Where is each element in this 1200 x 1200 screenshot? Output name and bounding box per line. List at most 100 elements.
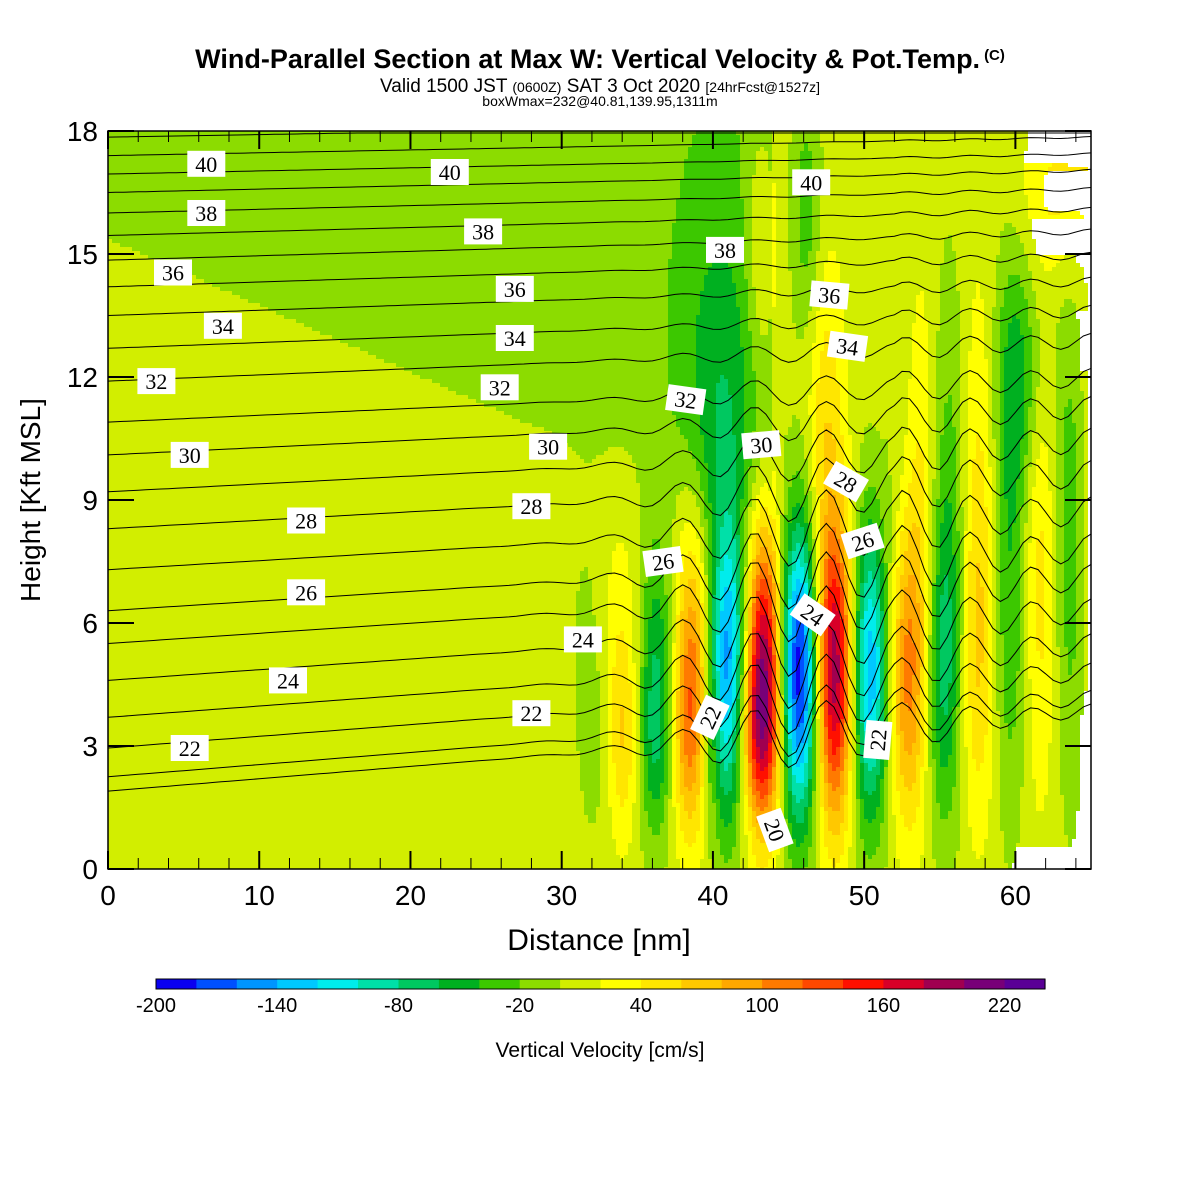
isentrope-9 [107,426,1092,493]
contour-label-text: 30 [537,435,559,460]
contour-label-38: 38 [464,218,503,245]
colorbar-tick-label: -140 [257,995,297,1017]
contour-label-text: 32 [673,386,698,414]
contour-label-text: 40 [195,152,217,177]
colorbar-swatch [277,979,319,989]
contour-label-text: 36 [504,277,526,302]
colorbar-swatch [398,979,440,989]
contour-label-text: 36 [162,261,184,286]
contour-label-24: 24 [269,667,307,694]
contour-label-40: 40 [792,169,831,196]
contour-label-38: 38 [706,236,744,263]
colorbar-swatch [681,979,723,989]
colorbar-swatch [883,979,925,989]
contour-label-text: 34 [504,326,526,351]
x-tick-label: 20 [395,880,426,911]
colorbar-label: Vertical Velocity [cm/s] [496,1039,705,1062]
y-tick-label: 3 [82,731,98,762]
contour-label-text: 26 [650,548,675,576]
colorbar: -200 -140 -80 -20 40 100 160 220 [136,978,1046,1017]
contour-label-40: 40 [430,159,469,185]
contour-label-text: 34 [212,314,234,339]
contour-label-text: 38 [472,219,494,244]
valid-time-line: Valid 1500 JST (0600Z) SAT 3 Oct 2020 [2… [0,76,1200,98]
colorbar-swatch [196,979,238,989]
colorbar-swatch [640,979,682,989]
colorbar-swatch [438,979,480,989]
isentrope-21 [107,136,1092,157]
isentrope-19 [107,168,1092,193]
colorbar-swatch [964,979,1006,989]
colorbar-tick-label: 160 [867,995,900,1017]
isentrope-18 [107,187,1092,214]
isentrope-20 [107,152,1092,175]
contour-label-text: 22 [520,701,542,726]
y-tick-label: 12 [67,362,98,393]
contour-label-24: 24 [563,626,602,653]
contour-label-36: 36 [495,275,534,302]
isentrope-17 [107,206,1092,236]
colorbar-swatch [802,979,844,989]
contour-label-text: 28 [295,509,317,534]
isentrope-10 [107,396,1092,456]
contour-label-40: 40 [187,150,226,177]
contour-label-32: 32 [137,368,176,395]
contour-label-30: 30 [741,430,782,460]
isentrope-3 [107,621,1092,718]
contour-label-text: 22 [865,728,892,752]
colorbar-tick-label: -200 [136,995,176,1017]
colorbar-swatch [600,979,642,989]
contour-label-text: 24 [572,627,594,652]
colorbar-frame [155,978,1046,990]
valid-utc: (0600Z) [512,79,562,95]
contour-label-36: 36 [154,259,192,286]
colorbar-swatch [923,979,965,989]
x-tick-label: 50 [849,880,880,911]
isentrope-11 [107,367,1092,423]
chart-title-text: Wind-Parallel Section at Max W: Vertical… [195,44,981,74]
y-tick-label: 9 [82,485,98,516]
valid-date: SAT 3 Oct 2020 [566,76,701,97]
x-tick-label: 60 [1000,880,1031,911]
contour-label-22: 22 [170,735,209,761]
isentrope-15 [107,251,1092,288]
colorbar-tick-label: -20 [505,995,534,1017]
isentrope-0 [107,699,1092,792]
contour-labels: 40 40 40 38 38 38 36 36 36 34 34 34 32 32 32 30 30 30 28 28… [137,150,893,853]
box-wmax-line: boxWmax=232@40.81,139.95,1311m [482,93,718,109]
y-tick-label: 18 [67,116,98,147]
contour-label-34: 34 [826,330,869,362]
valid-prefix: Valid 1500 JST [379,76,508,97]
contour-label-22: 22 [512,700,551,727]
contour-label-text: 38 [714,238,736,263]
potential-temperature-contours [107,132,1092,792]
contour-label-text: 40 [439,160,461,185]
contour-label-26: 26 [642,545,684,578]
x-tick-label: 10 [244,880,275,911]
forecast-time: [24hrFcst@1527z] [705,79,821,95]
chart-title: Wind-Parallel Section at Max W: Vertical… [0,44,1200,75]
isentrope-8 [107,456,1092,530]
x-tick-label: 40 [697,880,728,911]
contour-label-text: 28 [520,494,542,519]
isentrope-1 [107,684,1092,778]
colorbar-swatch [317,979,359,989]
contour-label-28: 28 [512,493,551,520]
contour-label-text: 22 [179,736,201,761]
x-tick-label: 30 [546,880,577,911]
colorbar-swatch [1004,979,1046,989]
isentrope-22 [107,132,1091,138]
contour-label-32: 32 [665,384,707,416]
contour-label-22: 22 [863,719,893,760]
colorbar-tick-label: 40 [630,995,652,1017]
colorbar-swatch [560,979,602,989]
y-tick-label: 0 [82,854,98,885]
velocity-field [108,131,1088,869]
contour-label-34: 34 [495,325,534,351]
contour-label-text: 40 [800,170,822,195]
contour-label-30: 30 [170,441,209,468]
colorbar-tick-label: 220 [988,995,1021,1017]
colorbar-swatch [479,979,521,989]
isentrope-2 [107,653,1092,749]
colorbar-swatch [762,979,804,989]
